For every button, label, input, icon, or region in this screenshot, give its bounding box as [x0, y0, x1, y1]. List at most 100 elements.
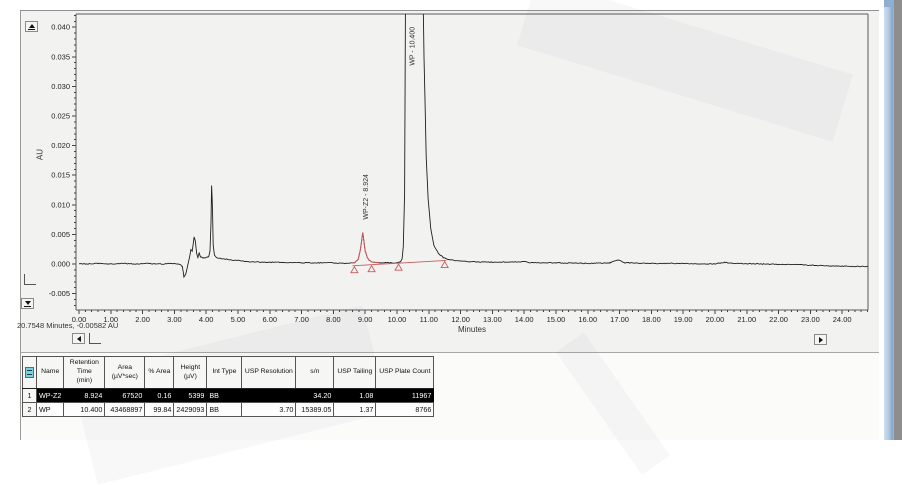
table-cell: 2429093: [173, 402, 208, 417]
svg-text:11.00: 11.00: [420, 315, 438, 324]
svg-text:19.00: 19.00: [674, 315, 693, 324]
svg-text:14.00: 14.00: [515, 315, 534, 324]
scroll-left-button[interactable]: [72, 333, 85, 344]
svg-text:0.015: 0.015: [51, 171, 70, 180]
svg-text:12.00: 12.00: [451, 315, 470, 324]
table-cell: 99.84: [144, 402, 175, 417]
screen-right-border: [894, 0, 902, 440]
svg-text:15.00: 15.00: [547, 315, 566, 324]
svg-text:0.00: 0.00: [72, 315, 87, 324]
right-edge-scrollbar-cap: [884, 0, 894, 7]
table-cell: 5399: [173, 388, 208, 403]
svg-text:0.025: 0.025: [51, 112, 70, 121]
chromatogram-trace: [78, 14, 868, 279]
svg-text:-0.005: -0.005: [49, 289, 70, 298]
cursor-position-status: 20.7548 Minutes, -0.00582 AU: [17, 321, 119, 330]
x-axis-title: Minutes: [457, 325, 486, 334]
screenshot-root: { "chrome": { "status_text": "20.7548 Mi…: [0, 0, 902, 440]
window-edge-gap: [879, 0, 884, 440]
svg-text:0.035: 0.035: [51, 52, 70, 61]
table-cell: 10.400: [63, 402, 106, 417]
svg-text:0.020: 0.020: [51, 141, 70, 150]
column-header[interactable]: Retention Time (min): [63, 356, 106, 389]
column-header[interactable]: Height (µV): [173, 356, 208, 389]
svg-text:4.00: 4.00: [199, 315, 214, 324]
baseline-marker-icon: [440, 260, 449, 268]
chromatogram-plot[interactable]: 0.00 1.00 2.00 3.00 4.00 5.00 6.00 7.00 8.00 9.00…: [0, 0, 902, 352]
table-cell: BB: [206, 388, 243, 403]
plot-corner-mark-icon: [24, 274, 36, 285]
svg-text:0.000: 0.000: [51, 260, 70, 269]
left-arrow-icon: [76, 335, 81, 342]
column-header[interactable]: USP Resolution: [241, 356, 297, 389]
scroll-up-button[interactable]: [25, 21, 38, 32]
svg-text:9.00: 9.00: [358, 315, 373, 324]
peak-label: WP - 10.400: [410, 27, 417, 66]
svg-text:16.00: 16.00: [578, 315, 597, 324]
column-header[interactable]: USP Tailing: [333, 356, 377, 389]
peak-results-table: Name Retention Time (min) Area (µV*sec)% A…: [22, 356, 435, 417]
right-arrow-icon: [818, 336, 823, 343]
right-edge-scrollbar[interactable]: [884, 0, 894, 440]
svg-text:3.00: 3.00: [167, 315, 182, 324]
svg-text:0.030: 0.030: [51, 82, 70, 91]
table-row[interactable]: 2 WP 10.400 43468897 99.84 2429093 BB 3.70 15389…: [22, 402, 435, 417]
column-header[interactable]: Int Type: [206, 356, 243, 389]
y-axis-title: AU: [35, 148, 45, 161]
svg-text:20.00: 20.00: [706, 315, 725, 324]
svg-text:17.00: 17.00: [610, 315, 629, 324]
table-row[interactable]: 1 WP-Z2 8.924 67520 0.16 5399 BB 34.20 1.08 11967: [22, 388, 435, 403]
down-arrow-icon: [24, 300, 31, 305]
row-number-cell[interactable]: 2: [22, 402, 37, 417]
column-header[interactable]: % Area: [144, 356, 175, 389]
svg-text:10.00: 10.00: [388, 315, 407, 324]
hscroll-corner-mark-icon: [89, 333, 101, 344]
table-cell: 0.16: [144, 388, 175, 403]
bar-icon: [28, 28, 35, 30]
table-cell: 15389.05: [295, 402, 335, 417]
column-header[interactable]: Area (µV*sec): [104, 356, 146, 389]
row-number-cell[interactable]: 1: [22, 388, 37, 403]
table-cell: 67520: [104, 388, 146, 403]
bar-icon: [24, 305, 31, 307]
table-cell: 34.20: [295, 388, 335, 403]
axis-ticks: [72, 14, 869, 314]
axis-tick-labels: 0.00 1.00 2.00 3.00 4.00 5.00 6.00 7.00 8.00 9.00…: [49, 23, 852, 324]
svg-text:1.00: 1.00: [103, 315, 118, 324]
svg-text:23.00: 23.00: [801, 315, 820, 324]
column-header[interactable]: Name: [35, 356, 65, 389]
svg-text:0.040: 0.040: [51, 23, 70, 32]
table-corner-cell[interactable]: [22, 356, 37, 389]
scroll-down-button[interactable]: [21, 298, 34, 309]
column-header[interactable]: s/n: [295, 356, 335, 389]
svg-text:24.00: 24.00: [833, 315, 852, 324]
svg-text:8.00: 8.00: [326, 315, 341, 324]
svg-text:5.00: 5.00: [231, 315, 246, 324]
table-cell: 3.70: [241, 402, 297, 417]
chromatogram-window: [20, 10, 879, 352]
svg-text:13.00: 13.00: [483, 315, 502, 324]
baseline-marker-icon: [350, 265, 359, 274]
svg-text:2.00: 2.00: [135, 315, 150, 324]
peak-label: WP-Z2 - 8.924: [363, 174, 370, 220]
svg-text:7.00: 7.00: [294, 315, 309, 324]
svg-text:0.010: 0.010: [51, 200, 70, 209]
table-cell: [241, 388, 297, 403]
svg-text:6.00: 6.00: [262, 315, 277, 324]
table-cell: 1.37: [333, 402, 377, 417]
column-header[interactable]: USP Plate Count: [375, 356, 435, 389]
table-cell: WP: [35, 402, 65, 417]
svg-text:18.00: 18.00: [642, 315, 661, 324]
table-cell: 8.924: [63, 388, 106, 403]
svg-text:22.00: 22.00: [769, 315, 788, 324]
table-cell: BB: [206, 402, 243, 417]
scroll-right-button[interactable]: [814, 334, 827, 345]
plot-frame: [75, 13, 869, 311]
integrated-peak-trace: [350, 232, 380, 264]
up-arrow-icon: [28, 23, 35, 28]
baseline-marker-icon: [394, 263, 403, 271]
table-cell: 1.08: [333, 388, 377, 403]
svg-text:21.00: 21.00: [737, 315, 756, 324]
table-cell: 11967: [375, 388, 435, 403]
table-cell: WP-Z2: [35, 388, 65, 403]
